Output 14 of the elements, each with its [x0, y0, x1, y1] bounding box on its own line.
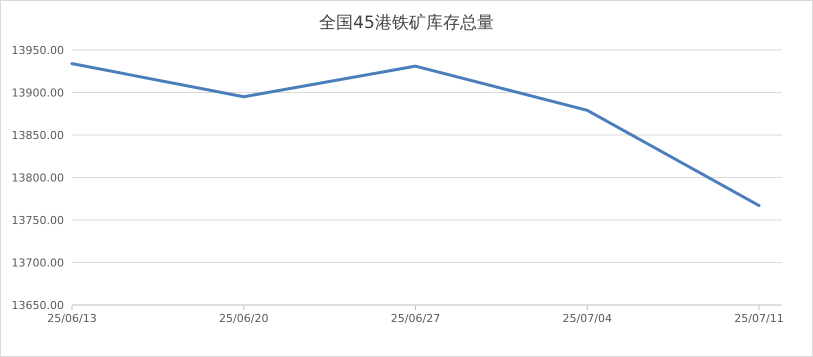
x-tick-label: 25/06/27: [390, 312, 440, 325]
chart-title: 全国45港铁矿库存总量: [319, 13, 494, 33]
x-tick-label: 25/06/13: [47, 312, 97, 325]
y-tick-label: 13650.00: [12, 299, 64, 312]
x-tick-label: 25/07/11: [734, 312, 784, 325]
y-tick-label: 13750.00: [12, 214, 64, 227]
line-series: [70, 62, 760, 208]
y-tick-label: 13900.00: [12, 86, 64, 100]
x-tick-label: 25/06/20: [219, 312, 268, 325]
y-tick-label: 13800.00: [12, 172, 64, 184]
y-tick-label: 13950.00: [12, 44, 64, 57]
y-tick-label: 13850.00: [12, 129, 64, 142]
x-tick-label: 25/07/04: [562, 312, 612, 325]
y-tick-label: 13700.00: [12, 256, 64, 270]
